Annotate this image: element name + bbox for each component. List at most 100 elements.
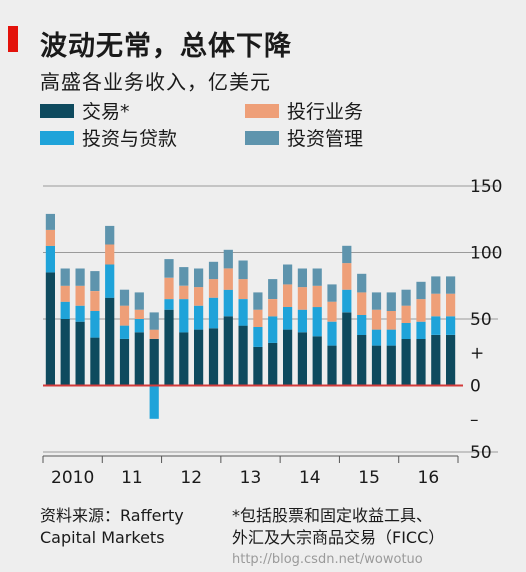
bar-segment (208, 261, 219, 280)
bar-segment (371, 329, 382, 346)
bar-segment (357, 315, 367, 335)
bar-segment (90, 311, 100, 338)
bar-segment (194, 329, 204, 386)
bar-segment (75, 268, 85, 286)
bar-segment (119, 289, 130, 306)
x-tick-label: 14 (299, 468, 321, 488)
bar-segment (327, 284, 337, 302)
bar-segment (208, 328, 219, 386)
legend-item-investing-lending: 投资与贷款 (40, 124, 177, 151)
bar-segment (253, 327, 263, 347)
bar-segment (45, 272, 55, 386)
chart-subtitle: 高盛各业务收入，亿美元 (40, 70, 271, 94)
bar-segment (312, 307, 322, 337)
bar-segment (386, 292, 396, 311)
y-tick-label: + (470, 343, 484, 363)
bar-segment (179, 267, 189, 286)
bar-segment (119, 338, 130, 386)
bar-segment (238, 260, 248, 280)
bar-segment (75, 285, 85, 306)
bar-segment (268, 279, 278, 299)
bar-segment (238, 299, 248, 326)
x-tick-label: 12 (180, 468, 202, 488)
legend-label-investment-mgmt: 投资管理 (287, 128, 364, 150)
bar-segment (268, 316, 278, 343)
bar-segment (416, 321, 426, 339)
bar-segment (371, 309, 382, 330)
bar-segment (446, 293, 456, 317)
bar-segment (446, 335, 456, 386)
bar-segment (283, 329, 293, 386)
bar-segment (179, 299, 189, 333)
bar-segment (194, 268, 204, 288)
bar-segment (283, 284, 293, 307)
bar-segment (134, 309, 144, 319)
bar-segment (401, 289, 411, 306)
bar-segment (297, 309, 307, 333)
bar-segment (401, 338, 411, 386)
bar-segment (105, 297, 115, 386)
bar-segment (208, 279, 219, 298)
x-tick-label: 2010 (51, 468, 94, 488)
bar-segment (134, 332, 144, 386)
bar-segment (283, 307, 293, 330)
bar-segment (342, 289, 352, 313)
bar-segment (105, 264, 115, 298)
bar-segment (45, 245, 55, 273)
bar-segment (327, 321, 337, 346)
y-tick-label: 150 (470, 177, 502, 197)
bar-segment (194, 305, 204, 330)
bar-segment (179, 332, 189, 386)
footnote-line-2-text: 外汇及大宗商品交易（FICC） (232, 528, 445, 547)
bar-segment (312, 285, 322, 308)
bar-segment (253, 292, 263, 310)
bar-segment (386, 311, 396, 330)
bar-segment (297, 287, 307, 310)
bar-segment (431, 293, 441, 317)
bar-segment (401, 323, 411, 339)
y-tick-label: 50 (470, 443, 492, 463)
legend-label-investing-lending: 投资与贷款 (82, 128, 178, 150)
bar-segment (164, 277, 174, 300)
y-tick-label: 50 (470, 310, 492, 330)
bar-segment (416, 281, 426, 300)
x-tick-label: 13 (240, 468, 262, 488)
bar-segment (149, 329, 159, 339)
y-tick-label: – (470, 410, 479, 430)
legend-swatch-investment-mgmt (245, 130, 279, 145)
bar-segment (90, 291, 100, 311)
bar-segment (149, 385, 159, 419)
bar-segment (60, 319, 70, 386)
bar-segment (253, 309, 263, 327)
bar-segment (223, 268, 233, 290)
bar-segment (386, 329, 396, 346)
source-line-2: Capital Markets (40, 528, 165, 547)
legend-swatch-ib (245, 103, 279, 118)
bar-segment (164, 309, 174, 386)
bar-segment (431, 316, 441, 335)
bar-segment (105, 225, 115, 245)
bar-segment (238, 279, 248, 299)
x-tick-label: 15 (358, 468, 380, 488)
legend-item-investment-mgmt: 投资管理 (245, 124, 363, 151)
bar-segment (371, 345, 382, 386)
bar-segment (342, 263, 352, 290)
y-tick-label: 0 (470, 377, 481, 397)
bar-segment (134, 319, 144, 333)
x-tick-label: 16 (418, 468, 440, 488)
bar-chart: 150 100 50 +0 – 50 2010 11 12 13 14 15 16 (42, 177, 502, 488)
bar-segment (253, 346, 263, 386)
bar-segment (446, 316, 456, 335)
bar-segment (60, 285, 70, 302)
bar-segment (208, 297, 219, 329)
bar-segment (75, 321, 85, 386)
bar-segment (357, 273, 367, 293)
bar-segment (401, 305, 411, 323)
bar-segment (386, 345, 396, 386)
source-line-1: 资料来源：Rafferty (40, 506, 184, 525)
bar-segment (90, 271, 100, 291)
legend-label-ib: 投行业务 (287, 101, 364, 123)
legend-swatch-investing-lending (40, 130, 74, 145)
bar-segment (223, 316, 233, 386)
chart-title: 波动无常，总体下降 (40, 31, 292, 62)
